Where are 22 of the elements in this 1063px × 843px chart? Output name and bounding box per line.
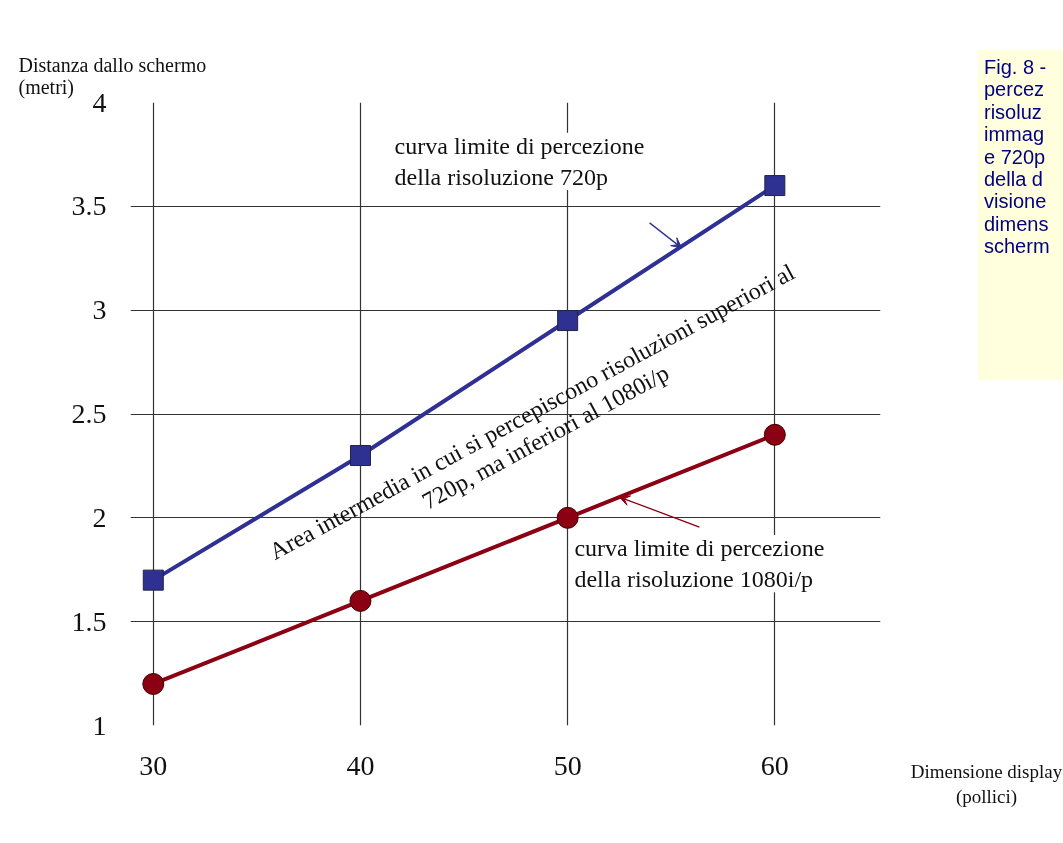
y-tick-label: 1.5 (71, 605, 107, 637)
y-tick-label: 1 (92, 709, 107, 741)
y-tick-label: 3 (92, 294, 107, 326)
point (763, 423, 786, 446)
annotation: curva limite di percezione della risoluzione 1080i/p (574, 535, 825, 593)
point (142, 569, 164, 591)
point (142, 672, 165, 695)
point (557, 310, 579, 332)
point (556, 506, 579, 529)
x-tick-label: 40 (346, 749, 375, 781)
y-tick-label: 3.5 (71, 190, 107, 222)
annotation: curva limite di percezione della risoluzione 720p (394, 132, 645, 191)
x-tick-label: 60 (760, 749, 789, 781)
x-axis-title: Dimensione display (pollici) (910, 760, 1063, 809)
point (349, 589, 372, 612)
x-tick-label: 50 (553, 749, 582, 781)
text: Fig. 8 - percez risoluz immag e 720p della d visione dimens scherm (984, 56, 1050, 258)
y-tick-label: 2.5 (71, 398, 107, 429)
point (764, 175, 786, 197)
x-tick-label: 30 (139, 749, 168, 781)
y-tick-label: 2 (92, 501, 107, 533)
point (349, 445, 371, 467)
